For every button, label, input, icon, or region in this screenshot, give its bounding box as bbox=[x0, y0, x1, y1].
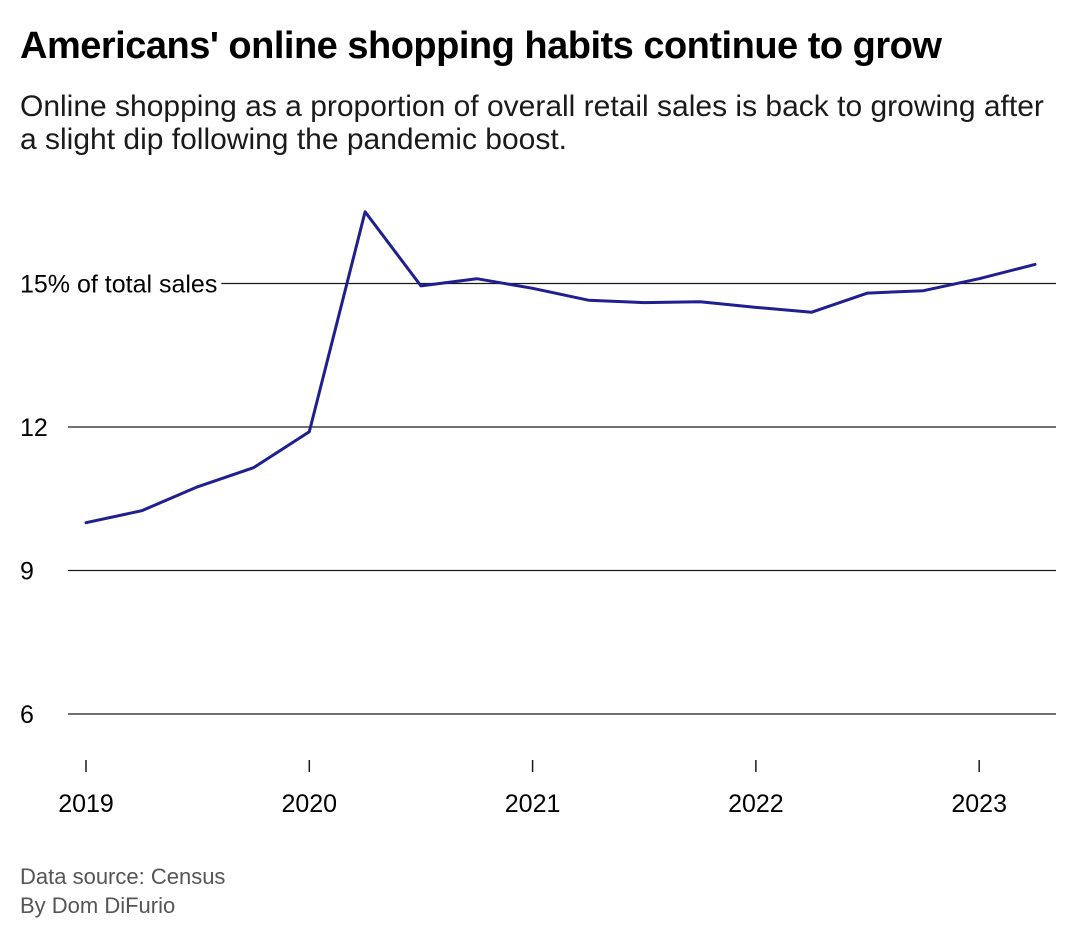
byline: By Dom DiFurio bbox=[20, 893, 176, 918]
y-tick-label: 15% of total sales bbox=[20, 271, 217, 299]
y-tick-label: 12 bbox=[20, 414, 48, 442]
x-tick-label: 2020 bbox=[281, 790, 337, 818]
y-tick-label: 6 bbox=[20, 701, 34, 729]
y-axis-labels: 6 9 12 15% of total sales bbox=[20, 271, 217, 730]
x-axis: 2019 2020 2021 2022 2023 bbox=[58, 760, 1007, 818]
x-tick-label: 2021 bbox=[505, 790, 561, 818]
chart-title: Americans' online shopping habits contin… bbox=[20, 25, 942, 67]
chart-subtitle: Online shopping as a proportion of overa… bbox=[20, 90, 1044, 156]
series-line bbox=[84, 210, 1037, 525]
x-tick-label: 2023 bbox=[951, 790, 1007, 818]
x-tick-label: 2019 bbox=[58, 790, 114, 818]
series bbox=[84, 210, 1037, 525]
data-source: Data source: Census bbox=[20, 864, 226, 889]
chart-footer: Data source: Census By Dom DiFurio bbox=[20, 862, 225, 920]
y-tick-label: 9 bbox=[20, 558, 34, 586]
gridlines bbox=[68, 282, 1056, 715]
x-tick-label: 2022 bbox=[728, 790, 784, 818]
